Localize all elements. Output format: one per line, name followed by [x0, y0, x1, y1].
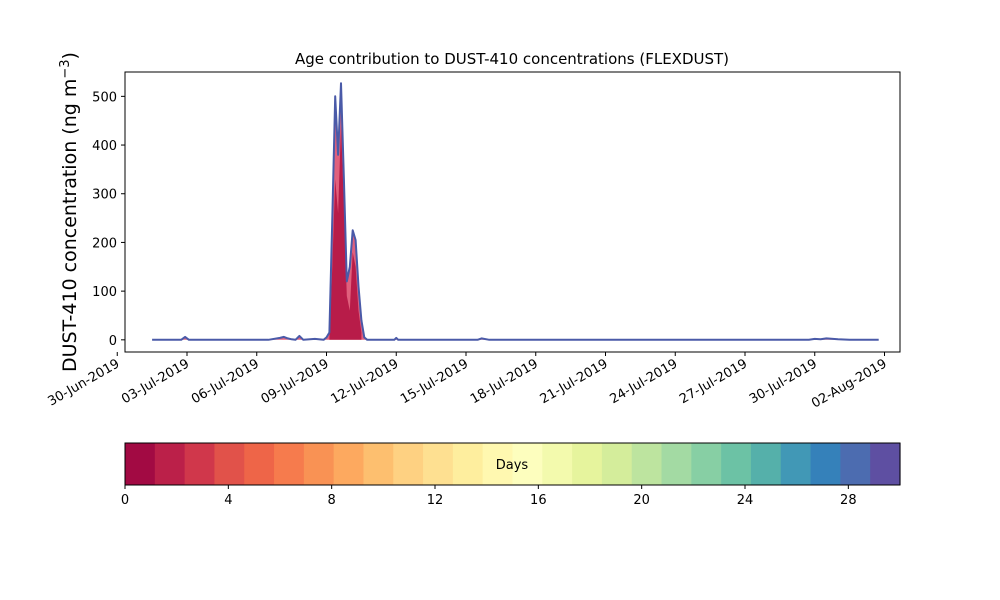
colorbar-tick-label: 28	[840, 493, 857, 508]
colorbar-bin	[125, 443, 156, 485]
colorbar-bin	[601, 443, 633, 485]
total-concentration-line	[152, 82, 879, 341]
colorbar-label: Days	[496, 458, 529, 473]
colorbar-bin	[542, 443, 573, 485]
colorbar-tick-label: 0	[121, 493, 129, 508]
colorbar-bins	[125, 443, 901, 485]
colorbar-bin	[274, 443, 305, 485]
y-tick-label: 400	[92, 139, 117, 154]
y-axis-label: DUST-410 concentration (ng m−3)	[58, 52, 81, 372]
colorbar-bin	[721, 443, 752, 485]
colorbar-bin	[452, 443, 484, 485]
y-axis-label-main: DUST-410 concentration (ng m	[59, 79, 81, 372]
y-axis-ticks: 0 100 200 300 400 500	[92, 90, 125, 349]
colorbar-bin	[572, 443, 603, 485]
colorbar-bin	[423, 443, 454, 485]
y-tick-label: 200	[92, 236, 117, 251]
colorbar-ticks: 0 4 8 12 16 20 24 28	[121, 485, 857, 508]
colorbar-bin	[840, 443, 871, 485]
colorbar-bin	[631, 443, 663, 485]
area-series	[152, 82, 879, 341]
colorbar-bin	[244, 443, 275, 485]
colorbar-bin	[154, 443, 186, 485]
colorbar-bin	[661, 443, 692, 485]
colorbar-bin	[870, 443, 901, 485]
colorbar-bin	[780, 443, 812, 485]
colorbar-frame	[124, 442, 901, 486]
colorbar-tick-label: 4	[224, 493, 232, 508]
colorbar-bin	[691, 443, 722, 485]
colorbar-bin	[184, 443, 216, 485]
y-tick-label: 500	[92, 90, 117, 105]
colorbar-bin	[333, 443, 365, 485]
colorbar-bin	[810, 443, 841, 485]
plot-frame	[124, 71, 901, 353]
colorbar-tick-label: 24	[737, 493, 754, 508]
colorbar-bin	[303, 443, 335, 485]
colorbar-tick-label: 20	[633, 493, 650, 508]
chart-title: Age contribution to DUST-410 concentrati…	[295, 50, 729, 68]
colorbar: Days 0 4 8 12 16 20 24 28	[121, 442, 901, 508]
y-tick-label: 0	[109, 334, 117, 349]
colorbar-tick-label: 8	[328, 493, 336, 508]
y-tick-label: 300	[92, 188, 117, 203]
colorbar-bin	[393, 443, 424, 485]
colorbar-bin	[482, 443, 514, 485]
colorbar-bin	[363, 443, 394, 485]
colorbar-tick-label: 12	[427, 493, 444, 508]
y-axis-label-superscript: −3	[58, 59, 73, 78]
colorbar-bin	[512, 443, 543, 485]
colorbar-tick-label: 16	[530, 493, 547, 508]
y-tick-label: 100	[92, 285, 117, 300]
young-age-contribution-area	[329, 125, 362, 340]
colorbar-bin	[750, 443, 782, 485]
y-axis-label-close: )	[59, 52, 81, 59]
colorbar-bin	[214, 443, 245, 485]
